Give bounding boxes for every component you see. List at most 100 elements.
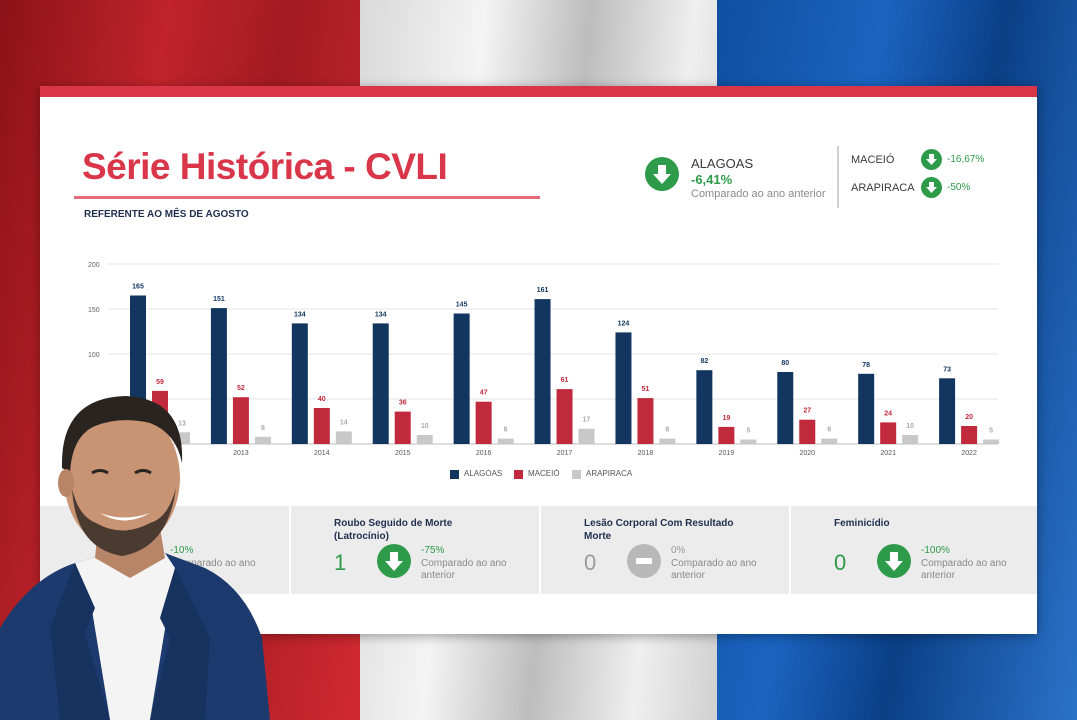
legend-swatch	[450, 470, 459, 479]
person-photo	[0, 396, 270, 720]
data-label: 52	[237, 385, 245, 392]
panel-divider	[539, 506, 541, 594]
legend-swatch	[572, 470, 581, 479]
legend-label: MACEIÓ	[528, 469, 560, 478]
bar-arapiraca	[254, 436, 271, 444]
summary-note: Comparado ao ano anterior	[691, 188, 826, 200]
bar-arapiraca	[902, 435, 919, 444]
bar-alagoas	[291, 323, 308, 444]
bar-arapiraca	[821, 438, 838, 444]
arapiraca-pct: -50%	[947, 182, 971, 193]
data-label: 78	[862, 362, 870, 369]
bar-macei	[718, 426, 735, 444]
data-label: 24	[884, 410, 892, 417]
legend-label: ALAGOAS	[464, 469, 503, 478]
bar-arapiraca	[174, 432, 190, 444]
data-label: 19	[722, 415, 730, 422]
panel-latrocinio: Roubo Seguido de Morte (Latrocínio) 1 -7…	[291, 506, 539, 594]
panel-title: Feminicídio	[834, 518, 890, 529]
data-label: 13	[178, 420, 186, 427]
summary-maceio: MACEIÓ -16,67%	[851, 149, 1021, 171]
x-tick-label: 2014	[314, 450, 330, 457]
title-underline	[74, 196, 540, 199]
bar-macei	[961, 426, 978, 444]
data-label: 82	[700, 358, 708, 365]
arapiraca-label: ARAPIRACA	[851, 182, 915, 194]
data-label: 6	[504, 427, 508, 434]
x-tick-label: 2021	[880, 450, 896, 457]
data-label: 8	[261, 425, 265, 432]
x-tick-label: 2017	[557, 450, 573, 457]
data-label: 47	[480, 390, 488, 397]
x-tick-label: 2016	[476, 450, 492, 457]
dashboard-card: Série Histórica - CVLI REFERENTE AO MÊS …	[40, 86, 1037, 634]
data-label: 20	[965, 414, 973, 421]
bar-alagoas	[372, 323, 389, 444]
page-title: Série Histórica - CVLI	[82, 146, 448, 187]
data-label: 59	[156, 379, 164, 386]
data-label: 145	[456, 302, 468, 309]
data-label: 5	[746, 428, 750, 435]
card-top-bar	[40, 86, 1037, 97]
bar-macei	[637, 398, 654, 444]
data-label: 6	[666, 427, 670, 434]
bar-macei	[313, 408, 330, 444]
data-label: 134	[294, 311, 306, 318]
bar-alagoas	[777, 372, 794, 444]
summary-divider	[837, 146, 839, 208]
panel-note: Comparado ao ano anterior	[421, 558, 507, 581]
maceio-pct: -16,67%	[947, 154, 985, 165]
bar-chart: 100 150 200 165 59 13 151 52 8 2013 134 40 14 2014 134…	[88, 262, 1000, 457]
arrow-down-icon	[921, 177, 942, 198]
x-tick-label: 2015	[395, 450, 411, 457]
arrow-down-icon	[877, 544, 911, 578]
bar-arapiraca	[983, 439, 1000, 444]
panel-title: Lesão Corporal Com Resultado Morte	[584, 518, 734, 542]
data-label: 151	[213, 296, 225, 303]
panel-note: Comparado ao ano anterior	[671, 558, 757, 581]
data-label: 61	[561, 377, 569, 384]
data-label: 36	[399, 400, 407, 407]
arrow-down-icon	[377, 544, 411, 578]
data-label: 80	[781, 360, 789, 367]
bar-arapiraca	[578, 428, 595, 444]
data-label: 10	[906, 423, 914, 430]
bar-alagoas	[696, 370, 713, 444]
panel-divider	[289, 506, 291, 594]
stats-panels: -10% Comparado ao ano anterior Roubo Seg…	[40, 506, 1037, 594]
y-tick-label: 100	[88, 352, 100, 359]
legend-swatch	[514, 470, 523, 479]
summary-alagoas: ALAGOAS -6,41% Comparado ao ano anterior	[645, 152, 845, 202]
panel-count: 0	[834, 550, 847, 575]
data-label: 10	[421, 423, 429, 430]
arrow-down-icon	[921, 149, 942, 170]
data-label: 27	[803, 408, 811, 415]
data-label: 73	[943, 366, 951, 373]
y-tick-label: 200	[88, 262, 100, 269]
bar-macei	[799, 419, 816, 444]
bar-macei	[394, 411, 411, 444]
panel-title: Roubo Seguido de Morte (Latrocínio)	[334, 518, 453, 542]
summary-region: ALAGOAS	[691, 156, 754, 171]
data-label: 134	[375, 311, 387, 318]
bar-macei	[475, 401, 492, 444]
panel-note: Comparado ao ano anterior	[921, 558, 1007, 581]
bar-arapiraca	[659, 438, 676, 444]
bar-arapiraca	[740, 439, 757, 444]
panel-pct: -10%	[170, 545, 194, 556]
chart-legend: ALAGOAS MACEIÓ ARAPIRACA	[450, 468, 710, 482]
data-label: 165	[132, 284, 144, 291]
y-tick-label: 150	[88, 307, 100, 314]
x-tick-label: 2013	[233, 450, 249, 457]
data-label: 6	[827, 427, 831, 434]
panel-pct: 0%	[671, 545, 686, 556]
panel-divider	[789, 506, 791, 594]
bar-alagoas	[858, 373, 875, 444]
page-subtitle: REFERENTE AO MÊS DE AGOSTO	[84, 209, 249, 220]
bar-arapiraca	[335, 431, 352, 444]
bar-macei	[232, 397, 249, 444]
data-label: 124	[618, 320, 630, 327]
panel-count: 0	[584, 550, 597, 575]
data-label: 14	[340, 419, 348, 426]
summary-pct: -6,41%	[691, 172, 733, 187]
